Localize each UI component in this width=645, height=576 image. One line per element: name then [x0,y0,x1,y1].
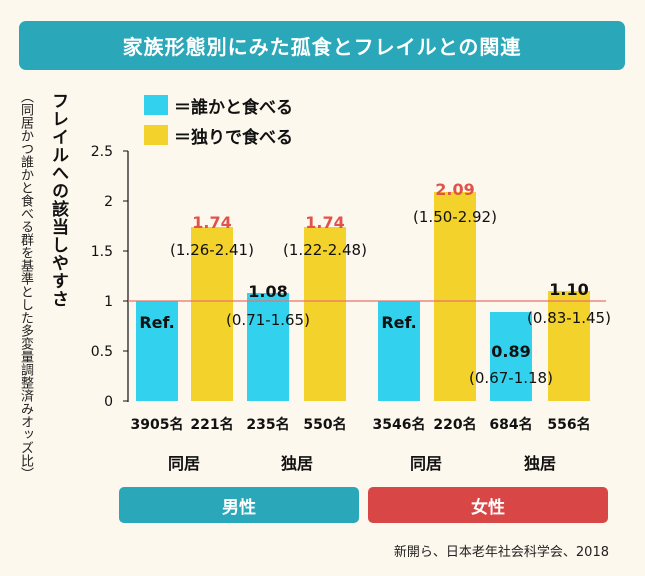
data-label: Ref. [139,313,174,332]
y-tick-label: 2.5 [91,144,113,160]
confidence-interval-label: (0.67-1.18) [469,369,553,387]
sample-size-label: 550名 [303,416,346,433]
y-tick-label: 2 [104,194,113,210]
chart-title: 家族形態別にみた孤食とフレイルとの関連 [19,21,625,70]
sample-size-label: 235名 [246,416,289,433]
legend-item-alone: ＝独りで食べる [144,122,293,148]
legend-swatch-together [144,95,168,115]
data-label: Ref. [381,313,416,332]
y-axis-label: フレイルへの該当しやすさ [48,92,68,308]
bar [191,227,233,401]
sample-size-label: 3546名 [373,416,426,433]
y-tick-label: 0 [104,394,113,410]
sample-size-label: 221名 [190,416,233,433]
bar [378,301,420,401]
legend-item-together: ＝誰かと食べる [144,92,293,118]
legend: ＝誰かと食べる ＝独りで食べる [144,92,293,152]
data-label: 1.08 [248,282,287,301]
legend-label-alone: ＝独りで食べる [174,127,293,148]
sample-size-label: 220名 [433,416,476,433]
data-label: 1.10 [549,280,588,299]
confidence-interval-label: (0.71-1.65) [226,311,310,329]
y-tick-label: 0.5 [91,344,113,360]
sex-label-male: 男性 [119,487,359,523]
y-axis-sublabel: （同居かつ誰かと食べる群を基準とした多変量調整済みオッズ比） [18,90,33,480]
source-citation: 新開ら、日本老年社会科学会、2018 [393,545,609,560]
confidence-interval-label: (1.50-2.92) [413,208,497,226]
group-label: 同居 [410,454,442,473]
confidence-interval-label: (1.22-2.48) [283,241,367,259]
legend-label-together: ＝誰かと食べる [174,97,293,118]
sample-size-label: 556名 [547,416,590,433]
bar [136,301,178,401]
sample-size-label: 3905名 [131,416,184,433]
bar [247,293,289,401]
data-label: 0.89 [491,342,530,361]
confidence-interval-label: (0.83-1.45) [527,309,611,327]
bar [490,312,532,401]
y-tick-label: 1.5 [91,244,113,260]
group-label: 独居 [281,454,313,473]
group-label: 独居 [524,454,556,473]
confidence-interval-label: (1.26-2.41) [170,241,254,259]
y-tick-label: 1 [104,294,113,310]
sex-label-female: 女性 [368,487,608,523]
group-label: 同居 [168,454,200,473]
bar [548,291,590,401]
data-label: 1.74 [192,213,231,232]
data-label: 1.74 [305,213,344,232]
bar [304,227,346,401]
legend-swatch-alone [144,125,168,145]
sample-size-label: 684名 [489,416,532,433]
data-label: 2.09 [435,180,474,199]
bar [434,192,476,401]
